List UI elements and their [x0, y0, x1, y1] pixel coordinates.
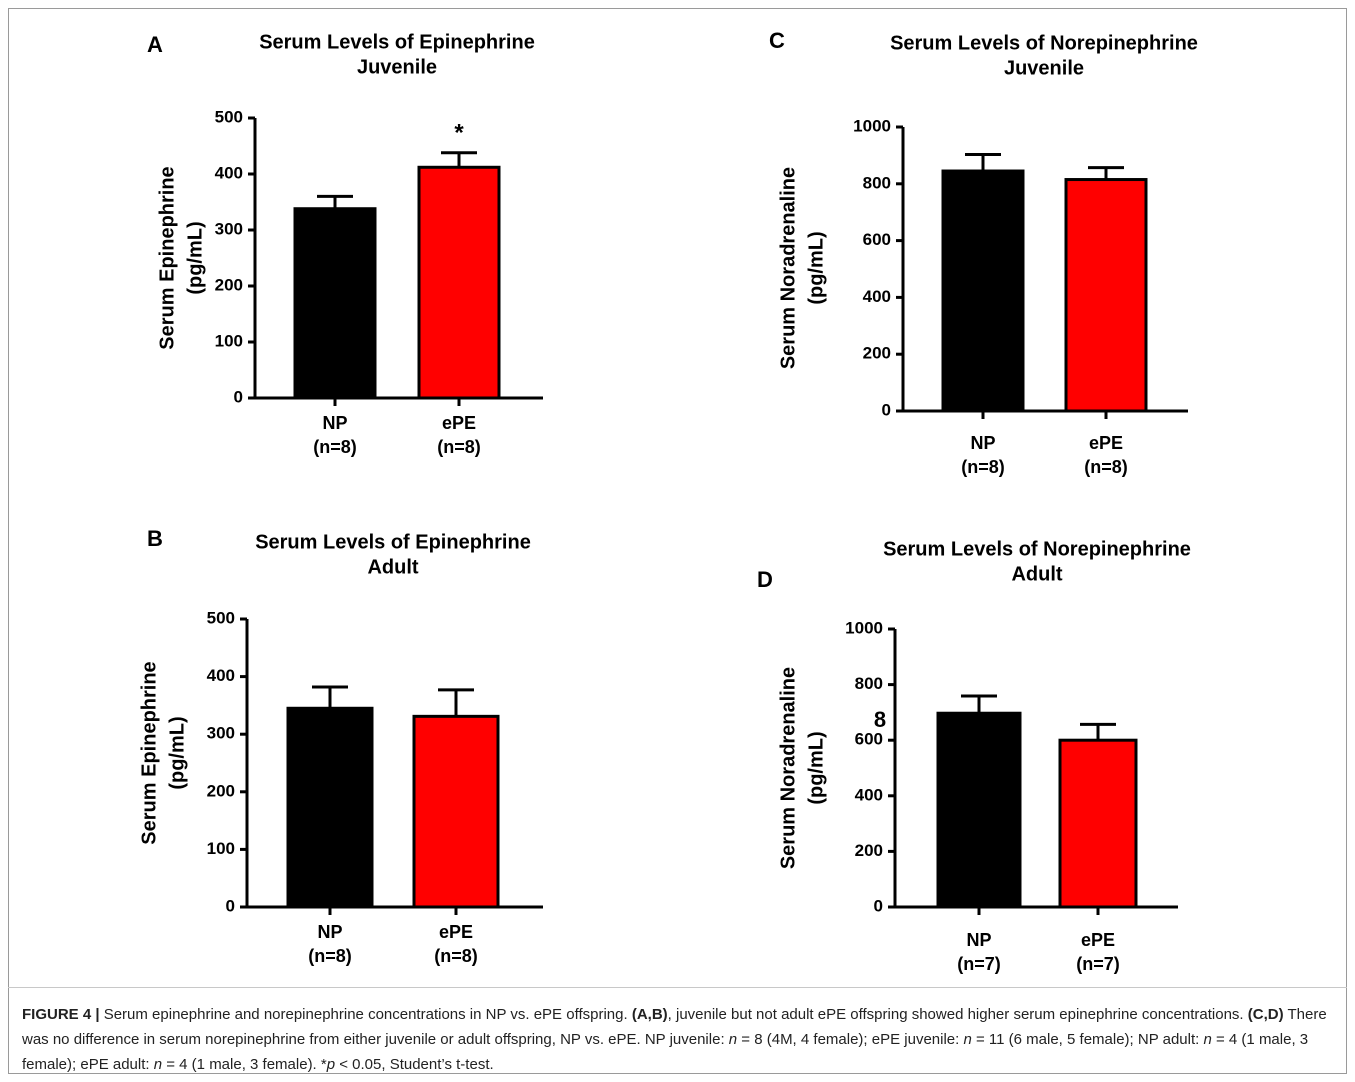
y-axis-unit: (pg/mL)	[184, 221, 206, 294]
bar-epe	[1058, 738, 1138, 909]
caption-text: There was no difference in serum norepin…	[22, 1006, 1327, 1048]
y-tick-label: 200	[215, 275, 243, 294]
y-tick-label: 800	[863, 173, 891, 192]
y-tick-label: 400	[863, 287, 891, 306]
x-category-label: ePE	[439, 922, 473, 942]
x-category-n: (n=8)	[308, 946, 352, 966]
caption-text: , juvenile but not adult ePE offspring s…	[667, 1006, 1248, 1023]
y-tick-label: 200	[863, 344, 891, 363]
caption-bold: (A,B)	[631, 1006, 668, 1023]
bar-np	[941, 169, 1025, 413]
caption-italic: p	[326, 1056, 336, 1073]
figure-charts: A Serum Levels of Epinephrine Juvenile Seru…	[138, 28, 1198, 974]
caption-text: Serum epinephrine and norepinephrine con…	[99, 1006, 632, 1023]
y-tick-label: 500	[207, 608, 235, 627]
caption-text: = 11 (6 male, 5 female); NP adult:	[971, 1031, 1204, 1048]
x-category-n: (n=8)	[313, 437, 357, 457]
x-category-n: (n=8)	[434, 946, 478, 966]
x-category-label: ePE	[1081, 930, 1115, 950]
caption-divider	[8, 987, 1347, 988]
x-category-n: (n=8)	[1084, 457, 1128, 477]
caption-italic: n	[728, 1031, 738, 1048]
panel-letter: A	[147, 32, 163, 57]
y-tick-label: 200	[855, 841, 883, 860]
bar-np	[293, 207, 377, 400]
x-category-n: (n=8)	[961, 457, 1005, 477]
y-tick-label: 300	[215, 219, 243, 238]
y-tick-label: 600	[863, 230, 891, 249]
y-tick-label: 1000	[853, 116, 891, 135]
x-category-label: NP	[966, 930, 991, 950]
x-category-n: (n=8)	[437, 437, 481, 457]
y-tick-label: 200	[207, 781, 235, 800]
y-tick-label: 0	[874, 896, 883, 915]
chart-title: Serum Levels of Epinephrine	[259, 31, 535, 53]
y-axis-unit: (pg/mL)	[166, 716, 188, 789]
chart-panel-b: B Serum Levels of Epinephrine Adult Serum E…	[138, 526, 543, 966]
chart-subtitle: Juvenile	[1004, 57, 1084, 79]
caption-italic: n	[1203, 1031, 1212, 1048]
y-axis-unit: (pg/mL)	[805, 231, 827, 304]
y-tick-label: 0	[226, 896, 235, 915]
y-tick-label: 400	[207, 666, 235, 685]
x-category-label: NP	[317, 922, 342, 942]
y-axis-label: Serum Epinephrine	[156, 166, 178, 349]
y-axis-label: Serum Epinephrine	[138, 661, 160, 844]
caption-text: = 8 (4M, 4 female); ePE juvenile:	[737, 1031, 964, 1048]
chart-title: Serum Levels of Epinephrine	[255, 531, 531, 553]
caption-text: = 4 (1 male, 3 female); ePE adult:	[22, 1031, 1309, 1073]
bar-epe	[1064, 178, 1148, 413]
bar-np	[286, 706, 374, 909]
chart-subtitle: Adult	[1011, 563, 1062, 585]
caption-italic: n	[963, 1031, 972, 1048]
caption-text: = 4 (1 male, 3 female). *	[162, 1056, 327, 1073]
y-axis-unit: (pg/mL)	[805, 731, 827, 804]
x-category-label: NP	[970, 433, 995, 453]
chart-panel-a: A Serum Levels of Epinephrine Juvenile Seru…	[147, 31, 543, 457]
y-tick-label: 400	[215, 163, 243, 182]
caption-text: < 0.05, Student’s t-test.	[335, 1056, 494, 1073]
y-tick-label: 0	[882, 400, 891, 419]
panel-letter: C	[769, 28, 785, 53]
figure-label: FIGURE 4 |	[22, 1006, 100, 1023]
y-tick-label: 1000	[845, 618, 883, 637]
x-category-label: ePE	[1089, 433, 1123, 453]
chart-panel-d: D Serum Levels of Norepinephrine Adult Seru…	[757, 538, 1191, 973]
y-tick-label: 400	[855, 785, 883, 804]
panel-letter: D	[757, 567, 773, 592]
x-category-label: ePE	[442, 413, 476, 433]
figure-caption: FIGURE 4 | Serum epinephrine and norepin…	[22, 1002, 1334, 1077]
y-tick-label: 500	[215, 107, 243, 126]
y-tick-label: 300	[207, 724, 235, 743]
y-tick-label: 100	[215, 331, 243, 350]
y-tick-label: 600	[855, 730, 883, 749]
caption-italic: n	[153, 1056, 163, 1073]
chart-title: Serum Levels of Norepinephrine	[883, 538, 1191, 560]
y-tick-label: 0	[234, 387, 243, 406]
y-axis-label: Serum Noradrenaline	[777, 167, 799, 369]
x-category-n: (n=7)	[957, 954, 1001, 974]
figure-frame	[8, 8, 1347, 1074]
chart-subtitle: Adult	[367, 556, 418, 578]
y-axis-label: Serum Noradrenaline	[777, 667, 799, 869]
bar-epe	[417, 165, 501, 400]
significance-marker: *	[454, 120, 464, 147]
chart-title: Serum Levels of Norepinephrine	[890, 32, 1198, 54]
y-tick-label: 100	[207, 839, 235, 858]
bar-epe	[412, 714, 500, 909]
panel-letter: B	[147, 526, 163, 551]
y-tick-label: 800	[855, 674, 883, 693]
x-category-n: (n=7)	[1076, 954, 1120, 974]
chart-panel-c: C Serum Levels of Norepinephrine Juvenile S…	[769, 28, 1198, 477]
caption-bold: (C,D)	[1247, 1006, 1284, 1023]
x-category-label: NP	[322, 413, 347, 433]
stray-label: 8	[874, 707, 886, 732]
bar-np	[936, 711, 1022, 909]
chart-subtitle: Juvenile	[357, 56, 437, 78]
